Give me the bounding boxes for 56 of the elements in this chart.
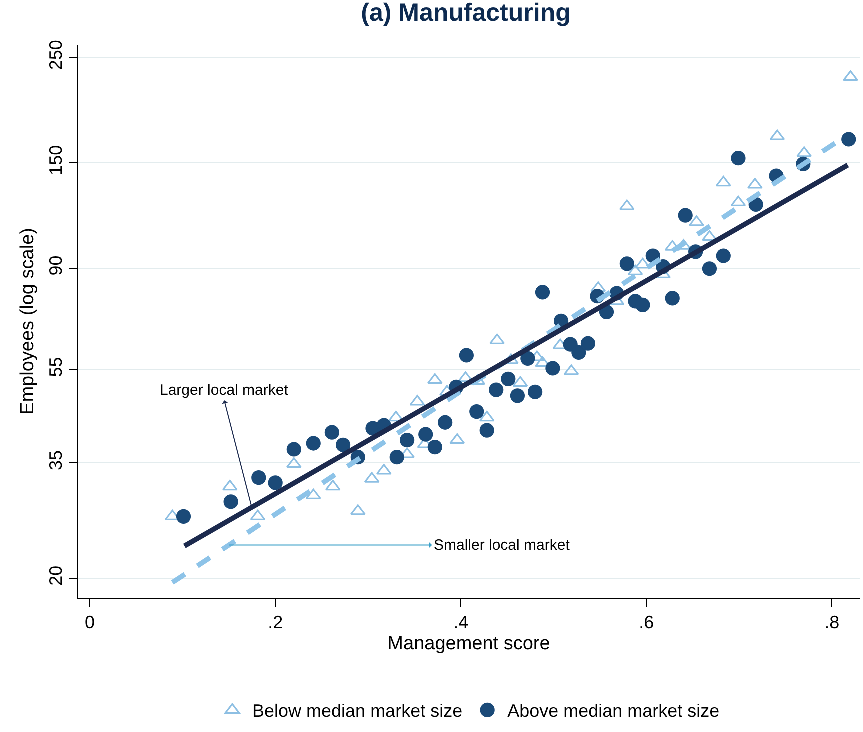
point [546, 361, 560, 376]
annotation: Larger local market [160, 382, 290, 399]
point [842, 132, 856, 147]
point [324, 425, 340, 440]
point [501, 372, 516, 386]
point [306, 436, 321, 451]
point [520, 351, 536, 366]
point [716, 248, 731, 264]
point [689, 216, 704, 226]
point [224, 494, 238, 510]
y-tick-label: 150 [46, 145, 66, 176]
point [336, 438, 351, 452]
point [636, 298, 650, 313]
point [489, 382, 504, 398]
point [731, 151, 746, 166]
point [428, 440, 442, 455]
y-tick-label: 250 [46, 40, 66, 70]
point [268, 476, 283, 490]
point [599, 304, 614, 320]
point [702, 230, 718, 242]
y-tick-label: 55 [46, 357, 66, 378]
y-tick-label: 20 [46, 566, 66, 586]
x-tick-label: .6 [639, 612, 654, 633]
point [572, 345, 586, 360]
point [438, 415, 453, 430]
point [620, 256, 634, 272]
chart-title: (a) Manufacturing [361, 0, 571, 28]
point [702, 262, 718, 276]
point [459, 348, 474, 363]
point [580, 336, 596, 351]
point [252, 470, 266, 486]
point [390, 450, 404, 465]
point [535, 356, 550, 368]
point [400, 433, 415, 448]
point [176, 509, 192, 524]
y-tick-label: 90 [46, 256, 66, 276]
legend-label: Below median market size [252, 701, 463, 722]
point [678, 208, 693, 223]
x-tick-label: .4 [454, 612, 469, 633]
x-tick-label: 0 [85, 612, 96, 633]
x-tick-label: .2 [268, 612, 284, 633]
x-axis-title: Management score [388, 633, 550, 654]
point [480, 423, 494, 438]
point [470, 404, 484, 420]
annotation: Smaller local market [434, 537, 571, 554]
point [535, 285, 550, 300]
point [528, 384, 543, 400]
point [510, 388, 525, 404]
y-axis-title: Employees (log scale) [18, 228, 39, 415]
point [563, 337, 578, 352]
legend-label: Above median market size [508, 701, 720, 722]
x-tick-label: .8 [824, 612, 840, 633]
y-tick-label: 35 [46, 450, 66, 470]
point [286, 442, 302, 457]
point [418, 427, 434, 442]
point [665, 291, 680, 306]
